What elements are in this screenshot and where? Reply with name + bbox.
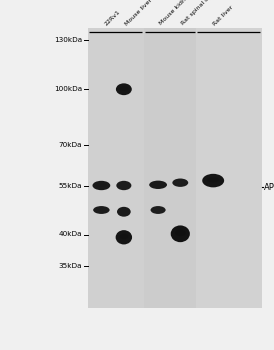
Bar — [196, 28, 262, 308]
Text: 22Rv1: 22Rv1 — [104, 9, 121, 26]
Ellipse shape — [116, 181, 132, 190]
Ellipse shape — [119, 234, 128, 239]
Ellipse shape — [149, 181, 167, 189]
Bar — [144, 28, 196, 308]
Ellipse shape — [175, 230, 185, 236]
Ellipse shape — [120, 183, 128, 187]
Ellipse shape — [202, 174, 224, 187]
Text: Rat liver: Rat liver — [212, 4, 235, 26]
Ellipse shape — [119, 86, 128, 91]
Text: 40kDa: 40kDa — [59, 231, 82, 238]
Ellipse shape — [171, 225, 190, 242]
Ellipse shape — [97, 208, 106, 211]
Text: Mouse liver: Mouse liver — [125, 0, 154, 26]
Ellipse shape — [116, 230, 132, 244]
Bar — [88, 28, 144, 308]
Text: 35kDa: 35kDa — [59, 263, 82, 269]
Ellipse shape — [92, 181, 110, 190]
Ellipse shape — [151, 206, 165, 214]
Text: 130kDa: 130kDa — [54, 37, 82, 43]
Ellipse shape — [120, 209, 128, 213]
Text: 70kDa: 70kDa — [59, 142, 82, 148]
Ellipse shape — [207, 177, 219, 182]
Ellipse shape — [154, 208, 162, 211]
Ellipse shape — [93, 206, 110, 214]
Text: 55kDa: 55kDa — [59, 182, 82, 189]
Text: AP3M1: AP3M1 — [264, 183, 274, 192]
Ellipse shape — [116, 83, 132, 95]
Ellipse shape — [153, 183, 163, 186]
Text: Rat spinal cord: Rat spinal cord — [181, 0, 218, 26]
Ellipse shape — [176, 181, 185, 184]
Ellipse shape — [172, 178, 188, 187]
Ellipse shape — [117, 207, 131, 217]
Text: Mouse kidney: Mouse kidney — [158, 0, 193, 26]
Text: 100kDa: 100kDa — [54, 86, 82, 92]
Ellipse shape — [96, 183, 106, 187]
